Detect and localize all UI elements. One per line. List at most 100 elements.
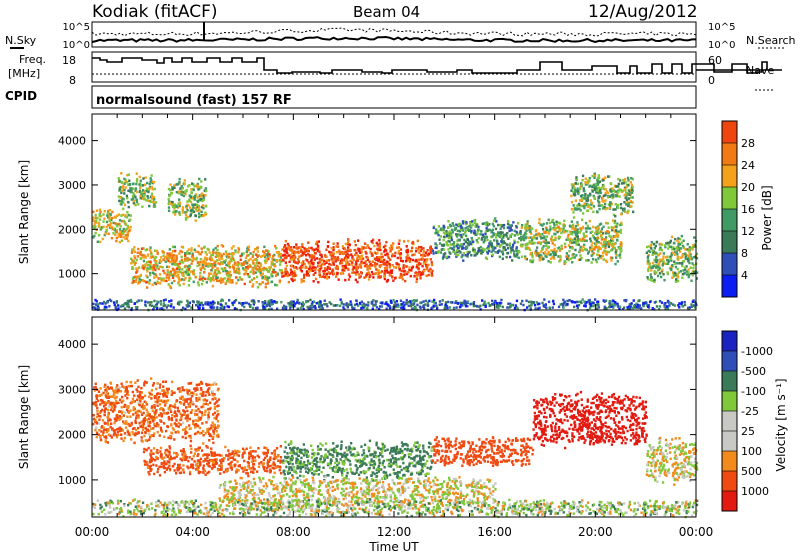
echo-cell — [609, 241, 612, 244]
echo-cell — [373, 263, 376, 267]
echo-cell — [528, 304, 531, 308]
echo-cell — [551, 220, 554, 224]
echo-cell — [173, 211, 176, 215]
echo-cell — [647, 305, 650, 308]
echo-cell — [148, 429, 151, 433]
echo-cell — [596, 232, 599, 236]
echo-cell — [516, 307, 519, 310]
echo-cell — [502, 223, 506, 227]
echo-cell — [612, 208, 615, 211]
echo-cell — [132, 276, 135, 279]
echo-cell — [352, 266, 356, 269]
echo-cell — [503, 246, 506, 249]
echo-cell — [582, 232, 585, 235]
echo-cell — [113, 401, 116, 405]
echo-cell — [267, 270, 271, 273]
echo-cell — [190, 249, 193, 252]
echo-cell — [382, 262, 385, 266]
echo-cell — [503, 234, 506, 237]
echo-cell — [501, 257, 504, 260]
echo-cell — [497, 223, 500, 227]
echo-cell — [192, 422, 195, 426]
echo-cell — [222, 252, 225, 256]
echo-cell — [589, 248, 592, 252]
echo-cell — [688, 246, 691, 249]
echo-cell — [307, 241, 310, 244]
echo-cell — [574, 248, 577, 252]
echo-cell — [648, 250, 652, 253]
echo-cell — [300, 270, 304, 273]
echo-cell — [187, 258, 190, 261]
echo-cell — [608, 302, 611, 305]
echo-cell — [110, 403, 113, 406]
echo-cell — [677, 258, 680, 261]
echo-cell — [256, 255, 259, 258]
echo-cell — [596, 236, 600, 239]
echo-cell — [339, 259, 343, 263]
echo-cell — [320, 266, 323, 270]
echo-cell — [654, 266, 658, 269]
echo-cell — [213, 271, 216, 274]
echo-cell — [616, 222, 619, 225]
echo-cell — [580, 183, 583, 186]
echo-cell — [477, 247, 480, 250]
colorbar-swatch — [722, 253, 737, 275]
echo-cell — [377, 269, 380, 272]
echo-cell — [470, 254, 473, 257]
echo-cell — [596, 210, 599, 213]
echo-cell — [252, 250, 255, 254]
echo-cell — [147, 263, 150, 267]
echo-cell — [620, 213, 623, 216]
echo-cell — [554, 253, 557, 257]
echo-cell — [181, 386, 184, 389]
echo-cell — [173, 245, 176, 249]
echo-cell — [444, 303, 447, 307]
colorbar-swatch — [722, 121, 737, 143]
echo-cell — [553, 247, 556, 251]
echo-cell — [538, 218, 541, 221]
echo-cell — [290, 273, 294, 276]
echo-cell — [291, 279, 295, 283]
echo-cell — [123, 221, 126, 224]
echo-cell — [149, 392, 152, 396]
echo-cell — [356, 267, 359, 270]
echo-cell — [273, 264, 276, 268]
echo-cell — [184, 276, 187, 280]
echo-cell — [103, 217, 106, 220]
echo-cell — [535, 249, 538, 252]
echo-cell — [509, 255, 512, 259]
echo-cell — [126, 408, 129, 411]
echo-cell — [492, 224, 495, 228]
echo-cell — [399, 254, 402, 258]
echo-cell — [146, 195, 149, 198]
echo-cell — [456, 250, 459, 254]
echo-cell — [106, 422, 110, 425]
echo-cell — [295, 274, 298, 277]
station-title: Kodiak (fitACF) — [92, 2, 218, 22]
echo-cell — [219, 252, 222, 256]
echo-cell — [166, 269, 169, 272]
echo-cell — [366, 256, 369, 260]
echo-cell — [186, 431, 189, 434]
echo-cell — [153, 432, 156, 435]
echo-cell — [153, 198, 156, 201]
echo-cell — [206, 247, 209, 251]
echo-cell — [462, 259, 465, 262]
echo-cell — [494, 227, 498, 231]
echo-cell — [224, 259, 227, 262]
echo-cell — [475, 239, 478, 242]
echo-cell — [200, 388, 203, 392]
echo-cell — [175, 191, 178, 194]
echo-cell — [601, 204, 604, 207]
echo-cell — [118, 180, 121, 183]
echo-cell — [562, 298, 565, 302]
echo-cell — [215, 279, 219, 282]
echo-cell — [143, 279, 146, 283]
echo-cell — [303, 250, 306, 254]
echo-cell — [135, 258, 138, 262]
echo-cell — [101, 433, 104, 436]
echo-cell — [458, 230, 462, 233]
echo-cell — [296, 307, 300, 311]
echo-cell — [367, 246, 370, 249]
